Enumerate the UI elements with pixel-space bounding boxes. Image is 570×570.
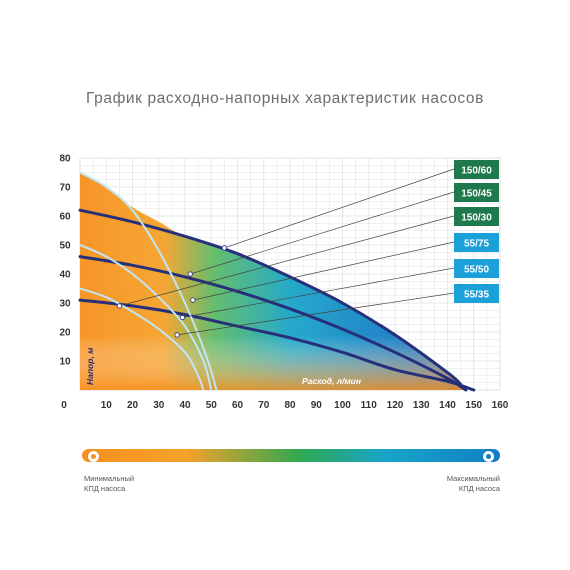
tag-label-55-35: 55/35 bbox=[464, 290, 489, 301]
series-line-55-35 bbox=[79, 287, 205, 391]
y-tick-label: 50 bbox=[59, 241, 71, 252]
tag-150-60 bbox=[454, 160, 499, 179]
leader-150-60 bbox=[224, 168, 455, 249]
y-tick-label: 70 bbox=[59, 183, 71, 194]
y-tick-label: 80 bbox=[59, 154, 71, 165]
tag-55-50 bbox=[454, 259, 499, 278]
leader-150-45 bbox=[190, 191, 455, 275]
tag-55-75 bbox=[454, 233, 499, 252]
tag-150-45 bbox=[454, 183, 499, 202]
x-tick-label: 60 bbox=[232, 400, 244, 411]
series-line-150-30 bbox=[78, 298, 476, 392]
marker-55-50 bbox=[179, 314, 185, 321]
x-tick-label: 0 bbox=[61, 400, 67, 411]
x-tick-label: 50 bbox=[206, 400, 218, 411]
x-tick-label: 40 bbox=[179, 400, 191, 411]
x-tick-label: 70 bbox=[258, 400, 270, 411]
min-efficiency-marker bbox=[88, 451, 99, 462]
x-tick-label: 150 bbox=[465, 400, 482, 411]
x-tick-label: 160 bbox=[492, 400, 509, 411]
min-efficiency-line2: КПД насоса bbox=[84, 484, 126, 493]
series-tags: 150/60 150/45 150/30 55/75 55/50 55/35 bbox=[454, 160, 499, 303]
x-tick-label: 140 bbox=[439, 400, 456, 411]
x-tick-label: 80 bbox=[284, 400, 296, 411]
tag-55-35 bbox=[454, 284, 499, 303]
series-line-55-75 bbox=[79, 171, 218, 391]
y-tick-label: 20 bbox=[59, 328, 71, 339]
marker-150-45 bbox=[187, 271, 193, 277]
chart-title: График расходно-напорных характеристик н… bbox=[86, 90, 484, 107]
x-axis-label: Расход, л/мин bbox=[302, 376, 361, 386]
min-efficiency-label: Минимальный КПД насоса bbox=[84, 474, 134, 494]
y-tick-label: 40 bbox=[59, 270, 71, 281]
series-line-150-60 bbox=[78, 208, 463, 386]
marker-150-30 bbox=[116, 303, 122, 309]
marker-150-60 bbox=[221, 245, 227, 251]
y-tick-label: 30 bbox=[59, 299, 71, 310]
marker-55-75 bbox=[190, 297, 196, 303]
x-tick-label: 30 bbox=[153, 400, 165, 411]
tag-150-30 bbox=[454, 207, 499, 226]
x-tick-label: 20 bbox=[127, 400, 139, 411]
tag-label-55-75: 55/75 bbox=[464, 239, 489, 250]
y-axis-label: Напор, м bbox=[85, 347, 95, 385]
tag-label-55-50: 55/50 bbox=[464, 265, 489, 276]
x-tick-label: 120 bbox=[387, 400, 404, 411]
series-lines bbox=[78, 171, 476, 392]
max-efficiency-line1: Максимальный bbox=[446, 474, 500, 483]
leader-lines bbox=[116, 168, 455, 338]
y-tick-label: 10 bbox=[59, 357, 71, 368]
x-tick-label: 90 bbox=[311, 400, 323, 411]
efficiency-scale-bar bbox=[82, 449, 500, 462]
tag-label-150-45: 150/45 bbox=[461, 189, 492, 200]
series-line-150-45 bbox=[78, 255, 468, 392]
leader-55-35 bbox=[177, 292, 455, 336]
tag-label-150-30: 150/30 bbox=[461, 213, 492, 224]
leader-150-30 bbox=[119, 215, 455, 307]
tag-label-150-60: 150/60 bbox=[461, 166, 492, 177]
max-efficiency-label: Максимальный КПД насоса bbox=[447, 474, 500, 494]
x-tick-label: 100 bbox=[334, 400, 351, 411]
series-line-55-50 bbox=[79, 244, 213, 391]
x-tick-label: 110 bbox=[361, 400, 378, 411]
x-tick-label: 10 bbox=[101, 400, 113, 411]
leader-55-50 bbox=[182, 267, 455, 318]
max-efficiency-marker bbox=[483, 451, 494, 462]
x-tick-label: 130 bbox=[413, 400, 430, 411]
y-tick-label: 60 bbox=[59, 212, 71, 223]
max-efficiency-line2: КПД насоса bbox=[458, 484, 500, 493]
min-efficiency-line1: Минимальный bbox=[84, 474, 135, 483]
axis-ticks: 0 10 20 30 40 50 60 70 80 90 100 110 120 130 140 150 160… bbox=[59, 154, 508, 412]
leader-55-75 bbox=[192, 241, 455, 301]
marker-55-35 bbox=[174, 332, 180, 338]
